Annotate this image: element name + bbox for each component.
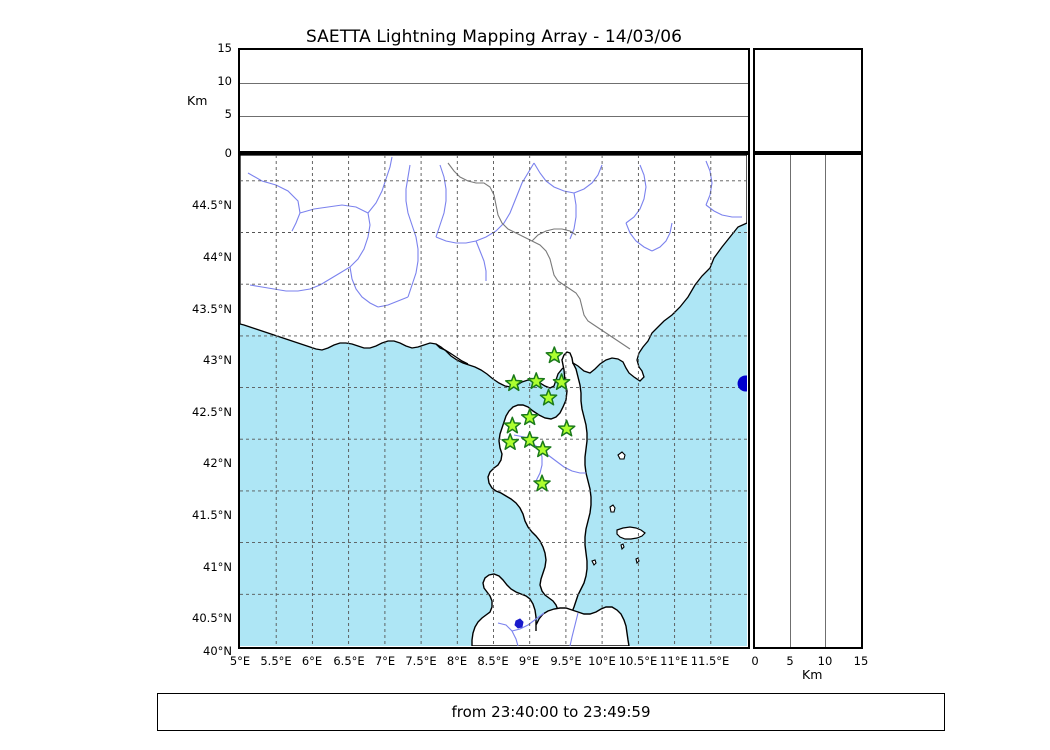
map-xtick-5: 5°E	[229, 654, 251, 668]
coastline-detail-riviera	[435, 343, 469, 365]
map-graphic	[240, 155, 747, 646]
station-marker	[520, 431, 539, 448]
map-ytick-42-5: 42.5°N	[192, 405, 232, 419]
source-markers-group	[737, 375, 747, 392]
station-marker	[533, 474, 551, 492]
top-panel-ylabel: Km	[187, 93, 208, 108]
map-xtick-5-5: 5.5°E	[260, 654, 292, 668]
coastline-islet-east-corsica	[617, 451, 626, 460]
altitude-vs-latitude-panel[interactable]	[753, 153, 863, 649]
top-panel-gridline-5	[240, 116, 748, 117]
map-ytick-40: 40°N	[203, 644, 232, 658]
page-title: SAETTA Lightning Mapping Array - 14/03/0…	[305, 27, 683, 47]
right-panel-gridline-10	[825, 155, 826, 647]
map-xtick-11: 11°E	[660, 654, 688, 668]
map-gridlines	[240, 155, 747, 646]
river-network	[247, 156, 742, 308]
map-xtick-8: 8°E	[446, 654, 468, 668]
map-xtick-6-5: 6.5°E	[333, 654, 365, 668]
right-panel-xtick-15: 15	[853, 654, 869, 668]
vhf-source-marker	[737, 375, 747, 392]
coastline-pianosa	[591, 559, 597, 566]
station-marker	[527, 372, 546, 389]
top-panel-ytick-0: 0	[224, 146, 232, 160]
station-marker	[557, 419, 576, 437]
station-marker	[520, 408, 539, 426]
top-panel-ytick-10: 10	[217, 74, 232, 88]
right-panel-xtick-10: 10	[817, 654, 833, 668]
right-panel-xtick-0: 0	[751, 654, 759, 668]
map-ytick-42: 42°N	[203, 456, 232, 470]
right-panel-xlabel: Km	[802, 667, 823, 682]
time-range-label: from 23:40:00 to 23:49:59	[451, 703, 651, 721]
map-xtick-8-5: 8.5°E	[477, 654, 509, 668]
top-panel-ytick-5: 5	[224, 107, 232, 121]
coastline-sardinia	[471, 573, 630, 646]
map-xtick-7: 7°E	[374, 654, 396, 668]
map-panel[interactable]	[238, 153, 750, 649]
map-xtick-6: 6°E	[301, 654, 323, 668]
station-marker	[552, 373, 571, 391]
map-xtick-11-5: 11.5°E	[690, 654, 730, 668]
station-marker	[545, 346, 564, 364]
map-ytick-44-5: 44.5°N	[192, 198, 232, 212]
coastline-capraia	[609, 504, 616, 513]
station-marker	[501, 433, 519, 450]
river-network-sardinia	[497, 612, 579, 646]
altitude-vs-longitude-panel[interactable]	[238, 48, 750, 153]
station-markers-group	[501, 346, 576, 492]
map-xtick-10-5: 10.5°E	[618, 654, 658, 668]
corner-panel[interactable]	[753, 48, 863, 153]
lake-sardinia-1	[514, 618, 524, 629]
map-xtick-9-5: 9.5°E	[550, 654, 582, 668]
map-xtick-10: 10°E	[588, 654, 616, 668]
map-ytick-44: 44°N	[203, 250, 232, 264]
administrative-borders	[447, 162, 631, 350]
map-ytick-43: 43°N	[203, 353, 232, 367]
map-xtick-9: 9°E	[518, 654, 540, 668]
right-panel-gridline-5	[790, 155, 791, 647]
map-ytick-41: 41°N	[203, 560, 232, 574]
map-ytick-40-5: 40.5°N	[192, 611, 232, 625]
coastline-cap-corse	[561, 351, 574, 365]
top-panel-gridline-10	[240, 83, 748, 84]
coastline-gorgona	[620, 543, 625, 551]
station-marker	[533, 440, 552, 458]
map-ytick-43-5: 43.5°N	[192, 302, 232, 316]
right-panel-xtick-5: 5	[786, 654, 794, 668]
map-ytick-41-5: 41.5°N	[192, 508, 232, 522]
station-marker	[539, 388, 558, 406]
map-xtick-7-5: 7.5°E	[405, 654, 437, 668]
top-panel-ytick-15: 15	[217, 41, 232, 55]
station-marker	[503, 416, 522, 434]
time-range-box[interactable]: from 23:40:00 to 23:49:59	[157, 693, 945, 731]
station-marker	[504, 374, 523, 392]
